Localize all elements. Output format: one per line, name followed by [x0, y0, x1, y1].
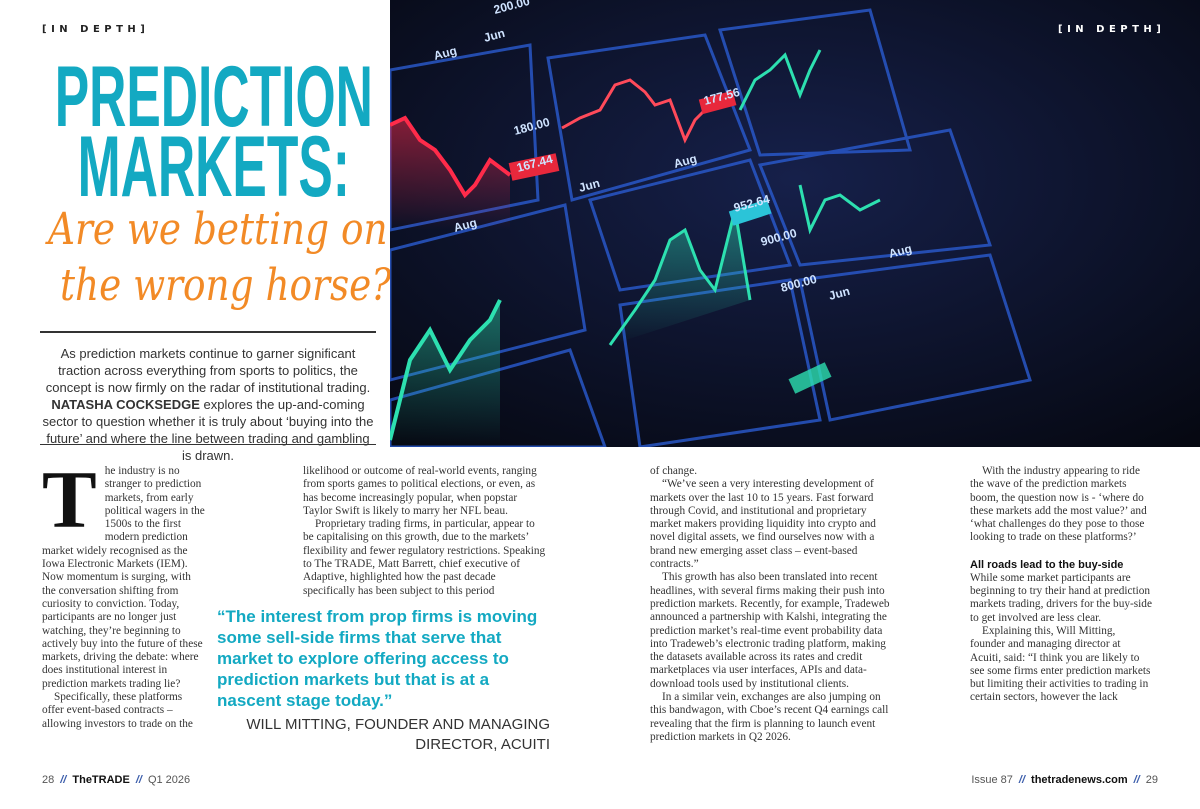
subheading: All roads lead to the buy-side	[970, 558, 1124, 571]
section-kicker-right: [IN DEPTH]	[1058, 24, 1166, 35]
headline-line-1: PREDICTION	[54, 49, 373, 145]
photo-label: Aug	[452, 215, 478, 235]
drop-cap: T	[42, 454, 97, 545]
photo-label: Jun	[827, 284, 851, 303]
body-column-1: T he industry is no stranger to predicti…	[42, 454, 205, 730]
footer-left: 28//TheTRADE//Q1 2026	[42, 774, 191, 786]
pull-quote-attribution: WILL MITTING, FOUNDER AND MANAGING DIREC…	[246, 716, 550, 753]
author-name: NATASHA COCKSEDGE	[51, 397, 200, 412]
standfirst: As prediction markets continue to garner…	[42, 346, 374, 463]
body-column-2: likelihood or outcome of real-world even…	[303, 465, 546, 597]
subheadline-line-1: Are we betting on	[48, 204, 388, 255]
divider	[40, 331, 376, 333]
pull-quote-block: “The interest from prop firms is moving …	[217, 606, 550, 755]
headline-line-2: MARKETS:	[77, 119, 350, 215]
pull-quote: “The interest from prop firms is moving …	[217, 607, 538, 710]
photo-label: Jun	[577, 176, 601, 195]
divider	[40, 444, 376, 445]
body-column-3: of change. “We’ve seen a very interestin…	[650, 465, 890, 743]
brand-logo: TheTRADE	[72, 774, 130, 786]
photo-label: Aug	[432, 43, 458, 63]
section-kicker: [IN DEPTH]	[42, 24, 150, 35]
photo-label: Aug	[887, 241, 913, 261]
body-column-4: With the industry appearing to ride the …	[970, 465, 1152, 704]
website-link: thetradenews.com	[1031, 774, 1128, 786]
photo-label: Jun	[482, 26, 506, 45]
subheadline-line-2: the wrong horse?	[60, 260, 392, 311]
photo-label: Aug	[672, 151, 698, 171]
trading-charts-photo: 200.00 Jun Aug 180.00 167.44 177.56 Jun Aug Aug 9…	[388, 0, 1200, 449]
footer-right: Issue 87//thetradenews.com//29	[971, 774, 1158, 786]
